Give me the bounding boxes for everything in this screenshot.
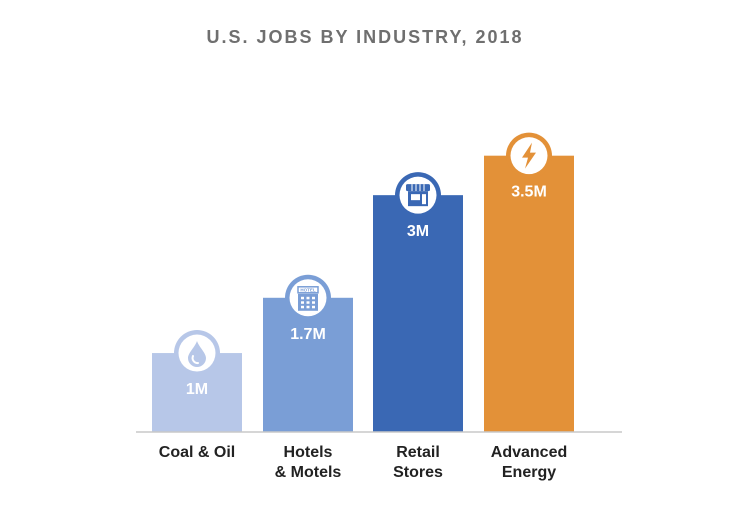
category-label: & Motels bbox=[275, 464, 342, 481]
lightning-bolt-icon bbox=[506, 132, 552, 179]
category-label: Energy bbox=[502, 464, 556, 481]
value-label: 1.7M bbox=[290, 326, 326, 343]
hotel-icon: HOTEL bbox=[285, 274, 331, 321]
hotel-window bbox=[306, 296, 310, 300]
hotel-window bbox=[312, 301, 315, 304]
chart-title: U.S. JOBS BY INDUSTRY, 2018 bbox=[206, 27, 524, 47]
bar bbox=[484, 155, 574, 432]
category-label: Advanced bbox=[491, 444, 567, 461]
hotel-window bbox=[301, 301, 304, 304]
store-icon bbox=[395, 172, 441, 219]
hotel-window bbox=[312, 305, 315, 309]
hotel-window bbox=[301, 296, 304, 300]
category-label: Hotels bbox=[284, 444, 333, 461]
store-awning bbox=[406, 184, 430, 192]
hotel-sign bbox=[297, 286, 319, 294]
hotel-window bbox=[306, 301, 310, 304]
oil-drop-icon bbox=[174, 330, 220, 377]
hotel-sign-text: HOTEL bbox=[300, 288, 316, 293]
lightning-bolt-shape bbox=[522, 142, 536, 169]
bar bbox=[373, 195, 463, 432]
hotel-window bbox=[306, 305, 310, 309]
value-label: 3.5M bbox=[511, 184, 547, 201]
category-label: Coal & Oil bbox=[159, 444, 235, 461]
store-window bbox=[411, 194, 420, 201]
hotel-window bbox=[301, 305, 304, 309]
oil-drop-highlight bbox=[191, 355, 199, 365]
store-door bbox=[422, 194, 426, 205]
value-label: 1M bbox=[186, 381, 208, 398]
value-label: 3M bbox=[407, 223, 429, 240]
category-label: Retail bbox=[396, 444, 440, 461]
hotel-window bbox=[312, 296, 315, 300]
category-label: Stores bbox=[393, 464, 443, 481]
